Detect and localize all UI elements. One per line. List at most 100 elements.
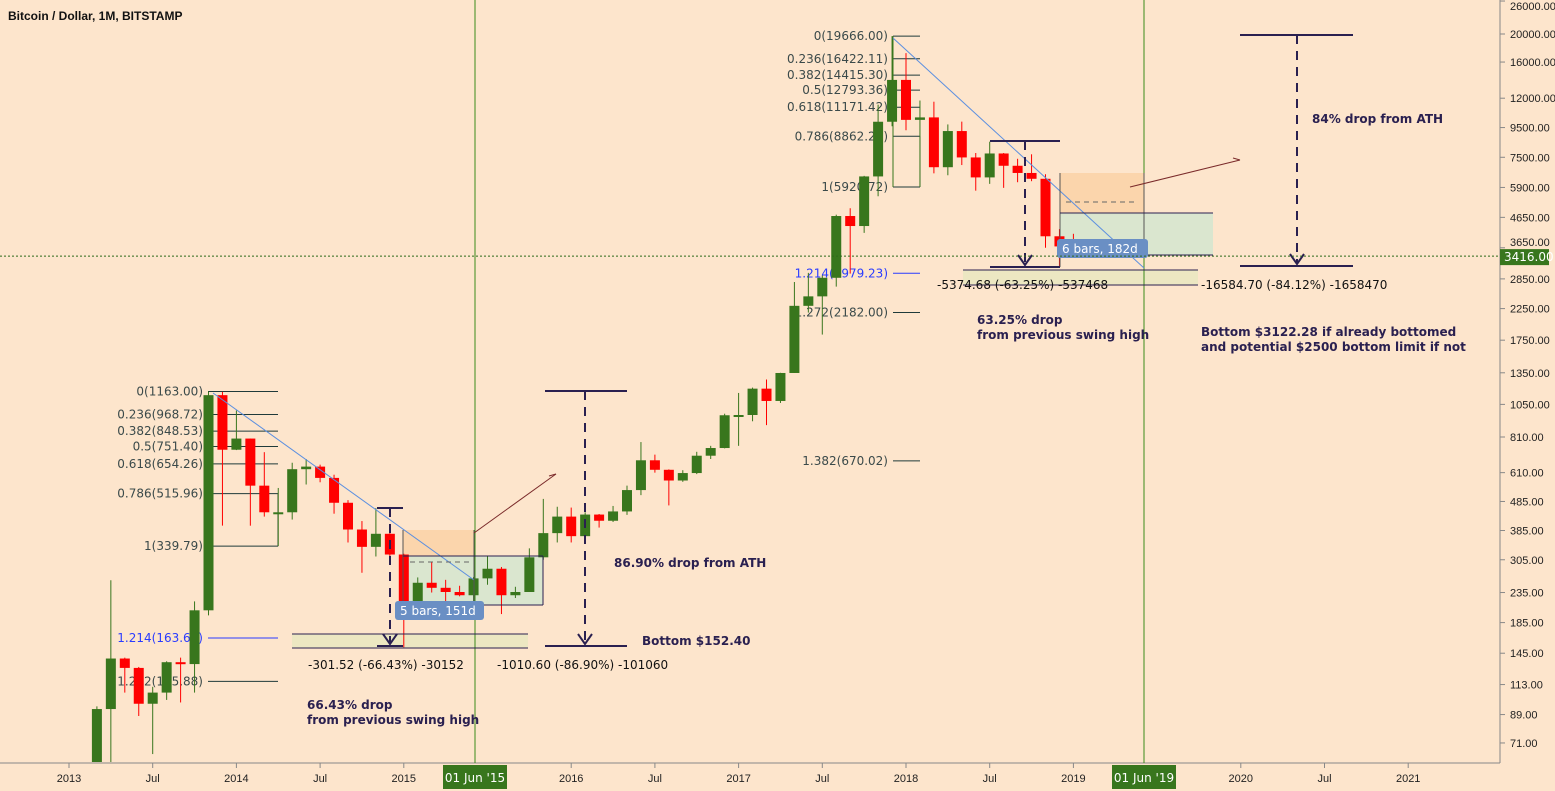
candle-down [133, 667, 144, 704]
candle-up [412, 582, 423, 602]
candle-up [747, 388, 758, 415]
annotation-drop-ath-2019: 84% drop from ATH [1312, 112, 1443, 126]
bars-label: 5 bars, 151d [400, 604, 476, 618]
candle-up [105, 658, 116, 710]
candle-down [454, 591, 465, 596]
arrow-down-icon [1017, 254, 1033, 267]
candle-down [1040, 178, 1051, 237]
price-tick-label: 20000.00 [1510, 29, 1555, 41]
candle-down [440, 587, 451, 592]
candle-up [803, 296, 814, 306]
candle-down [259, 485, 270, 513]
candle-up [189, 610, 200, 665]
price-tick-label: 71.00 [1510, 738, 1538, 750]
price-tick-label: 26000.00 [1510, 1, 1555, 13]
annotation-measure-2015: -1010.60 (-86.90%) -101060 [497, 658, 668, 672]
candle-up [301, 466, 312, 470]
candle-up [984, 153, 995, 178]
price-tick-label: 12000.00 [1510, 93, 1555, 105]
fib-level-label: 0.236(968.72) [117, 408, 203, 422]
candle-down [594, 514, 605, 521]
fib-level-label: 0(1163.00) [136, 385, 203, 399]
vertical-marker-label: 01 Jun '19 [1114, 771, 1174, 785]
annotation-bottom-2019-b: and potential $2500 bottom limit if not [1201, 340, 1466, 354]
price-tick-label: 1750.00 [1510, 335, 1550, 347]
price-tick-label: 113.00 [1510, 680, 1543, 692]
candle-down [217, 395, 228, 450]
price-tick-label: 2850.00 [1510, 274, 1550, 286]
candle-down [175, 662, 186, 665]
annotation-measure-2018: -5374.68 (-63.25%) -537468 [937, 278, 1108, 292]
candle-up [524, 557, 535, 592]
fib-level-label: 0.786(515.96) [117, 487, 203, 501]
candle-up [789, 305, 800, 373]
candle-up [942, 131, 953, 168]
time-tick-label: 2013 [57, 773, 81, 785]
annotation-drop-2018-b: from previous swing high [977, 328, 1149, 342]
vertical-marker-label-bg [1112, 765, 1176, 789]
annotation-bottom-2019-a: Bottom $3122.28 if already bottomed [1201, 325, 1456, 339]
fib-level-label: 0(19666.00) [814, 29, 888, 43]
time-tick-label: 2018 [894, 773, 918, 785]
price-tick-label: 810.00 [1510, 432, 1544, 444]
time-tick-label: 2014 [224, 773, 248, 785]
price-tick-label: 5900.00 [1510, 182, 1550, 194]
candle-up [705, 448, 716, 456]
candle-down [956, 131, 967, 158]
candle-up [622, 490, 632, 512]
target-zone-2019 [1060, 173, 1144, 215]
arrow-head [548, 473, 557, 477]
range-zone-2019 [963, 270, 1198, 285]
fib-level-label: 1.272(2182.00) [795, 305, 888, 319]
fib-level-label: 1.214(2979.23) [795, 266, 888, 280]
candle-down [119, 658, 130, 668]
arrow-down-icon [382, 633, 398, 646]
candle-down [761, 388, 772, 401]
time-tick-label: 2020 [1229, 773, 1253, 785]
fib-level-label: 0.236(16422.11) [787, 52, 888, 66]
candle-down [845, 216, 856, 227]
candle-up [161, 662, 172, 693]
time-tick-label: Jul [815, 773, 829, 785]
candle-up [552, 516, 563, 534]
trend-line-2014 [212, 392, 475, 581]
price-tick-label: 305.00 [1510, 555, 1544, 567]
candle-up [482, 568, 493, 579]
time-tick-label: 2017 [726, 773, 750, 785]
price-tick-label: 9500.00 [1510, 123, 1550, 135]
price-tick-label: 3650.00 [1510, 237, 1550, 249]
fib-level-label: 0.382(848.53) [117, 424, 203, 438]
candle-down [398, 554, 409, 602]
candle-down [343, 502, 353, 530]
candle-down [329, 477, 340, 503]
trend-line-2018 [892, 37, 1145, 269]
candle-down [566, 516, 577, 537]
annotation-bottom-2015: Bottom $152.40 [642, 634, 750, 648]
candle-down [649, 460, 660, 470]
candle-down [663, 469, 674, 481]
vertical-marker-label-bg [443, 765, 507, 789]
forecast-arrow [473, 473, 557, 534]
price-tick-label: 235.00 [1510, 588, 1544, 600]
fib-level-label: 1.382(670.02) [802, 454, 888, 468]
fib-level-label: 0.786(8862.21) [795, 129, 888, 143]
price-tick-label: 610.00 [1510, 468, 1544, 480]
candle-down [901, 79, 911, 120]
time-tick-label: Jul [313, 773, 327, 785]
bars-label-bg [1057, 239, 1148, 258]
candle-up [733, 414, 744, 417]
candle-down [426, 582, 437, 588]
candle-down [356, 529, 367, 547]
time-tick-label: 2015 [392, 773, 416, 785]
vertical-marker-label: 01 Jun '15 [445, 771, 505, 785]
time-tick-label: Jul [983, 773, 997, 785]
candle-up [817, 277, 828, 297]
price-tick-label: 485.00 [1510, 496, 1544, 508]
candle-down [998, 153, 1009, 166]
annotation-drop-2015-a: 66.43% drop [307, 698, 393, 712]
annotation-measure-2014: -301.52 (-66.43%) -30152 [308, 658, 464, 672]
fib-level-label: 0.618(11171.42) [787, 100, 888, 114]
price-tick-label: 385.00 [1510, 525, 1544, 537]
price-tick-label: 7500.00 [1510, 152, 1550, 164]
